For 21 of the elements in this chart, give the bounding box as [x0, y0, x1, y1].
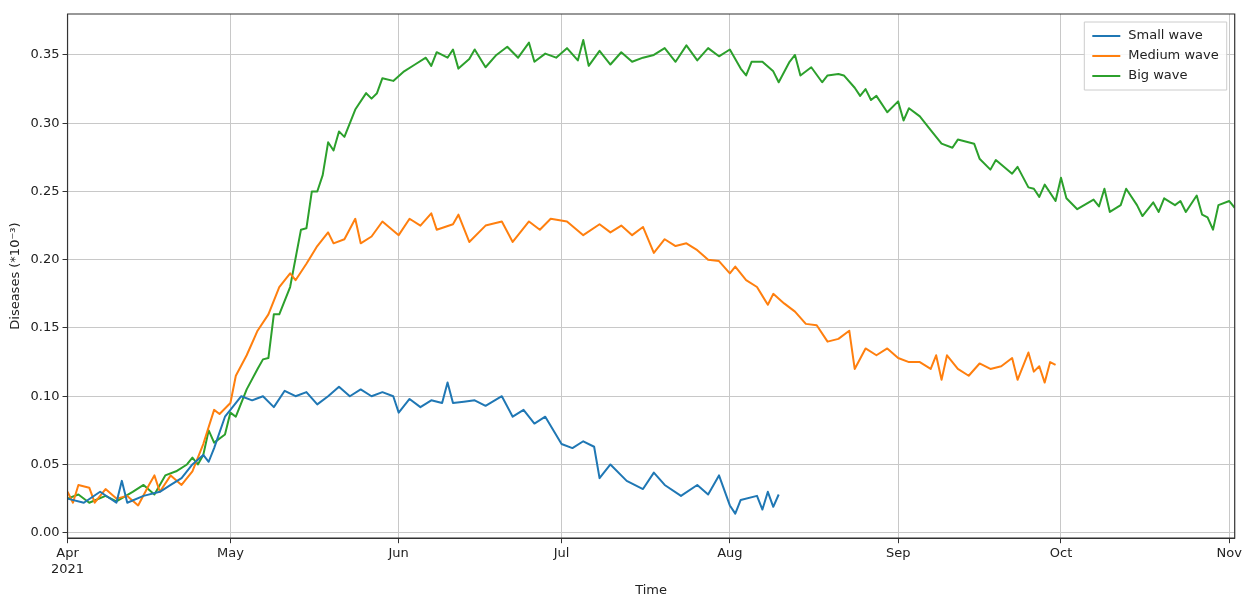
y-tick-label: 0.05 [30, 455, 60, 471]
x-tick-label: Aug [717, 545, 743, 561]
x-tick-label: Jul [552, 545, 570, 561]
x-tick-label: May [216, 545, 245, 561]
y-tick-label: 0.25 [30, 182, 60, 198]
x-tick-label: Sep [885, 545, 911, 561]
x-tick-label: Jun [387, 545, 409, 561]
legend-label: Medium wave [1128, 47, 1219, 63]
y-tick-label: 0.15 [30, 319, 60, 335]
y-tick-label: 0.20 [30, 251, 60, 267]
legend-label: Big wave [1128, 67, 1188, 83]
x-axis-title: Time [634, 581, 668, 597]
y-tick-label: 0.35 [30, 46, 60, 62]
y-tick-label: 0.10 [30, 387, 60, 403]
y-tick-label: 0.00 [30, 524, 60, 540]
x-tick-label: Oct [1049, 545, 1073, 561]
y-tick-label: 0.30 [30, 114, 60, 130]
x-tick-label: Nov [1216, 545, 1243, 561]
legend-label: Small wave [1128, 27, 1203, 43]
x-tick-label: Apr 2021 [51, 545, 85, 576]
y-axis-title: Diseases (*10⁻³) [7, 222, 23, 330]
